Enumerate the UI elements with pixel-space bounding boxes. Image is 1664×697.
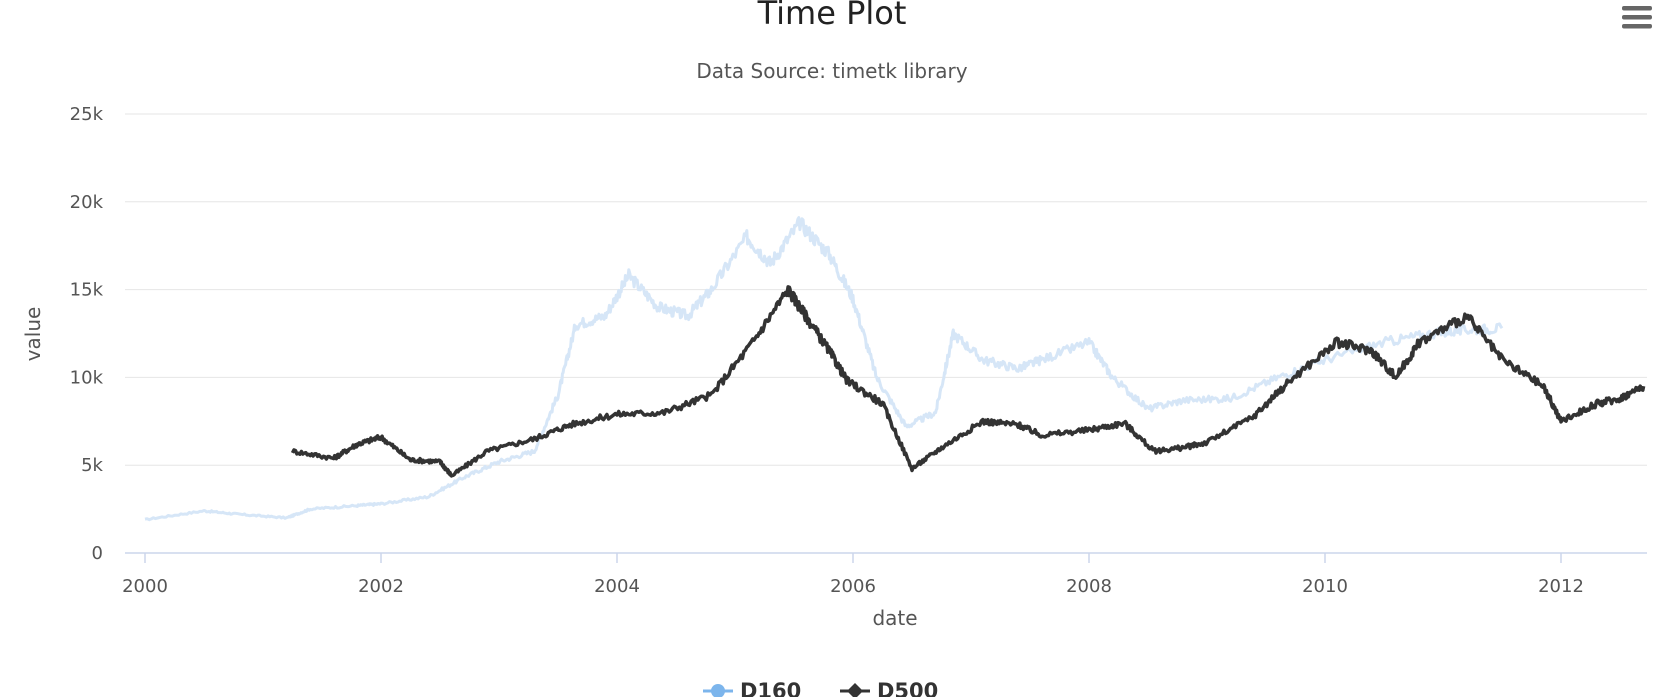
x-tick-label: 2000 [122,576,168,597]
x-tick-label: 2006 [830,576,876,597]
x-axis-title: date [872,606,917,630]
legend: D160 D500 [703,679,938,697]
series-line-d500 [290,285,1646,478]
y-tick-label: 5k [81,455,103,476]
y-axis-ticks: 0 5k 10k 15k 20k 25k [70,104,104,564]
legend-marker-diamond [847,683,863,697]
menu-icon[interactable] [1622,6,1652,29]
x-axis: 2000 2002 2004 2006 2008 2010 2012 [122,552,1647,597]
legend-label: D500 [877,679,938,697]
legend-label: D160 [740,679,801,697]
y-tick-label: 15k [70,280,104,301]
x-tick-label: 2002 [358,576,404,597]
chart-title: Time Plot [757,0,907,32]
y-tick-label: 0 [92,543,103,564]
legend-item-d500[interactable]: D500 [840,679,938,697]
plot-area [144,216,1646,522]
y-tick-label: 25k [70,104,104,125]
y-axis-title: value [21,307,45,362]
y-tick-label: 10k [70,367,104,388]
y-tick-label: 20k [70,192,104,213]
legend-marker-circle [711,684,725,697]
chart-subtitle: Data Source: timetk library [696,59,967,83]
x-tick-label: 2010 [1302,576,1348,597]
x-tick-label: 2008 [1066,576,1112,597]
legend-item-d160[interactable]: D160 [703,679,801,697]
series-line-d160 [144,216,1504,522]
x-tick-label: 2012 [1538,576,1584,597]
x-tick-label: 2004 [594,576,640,597]
